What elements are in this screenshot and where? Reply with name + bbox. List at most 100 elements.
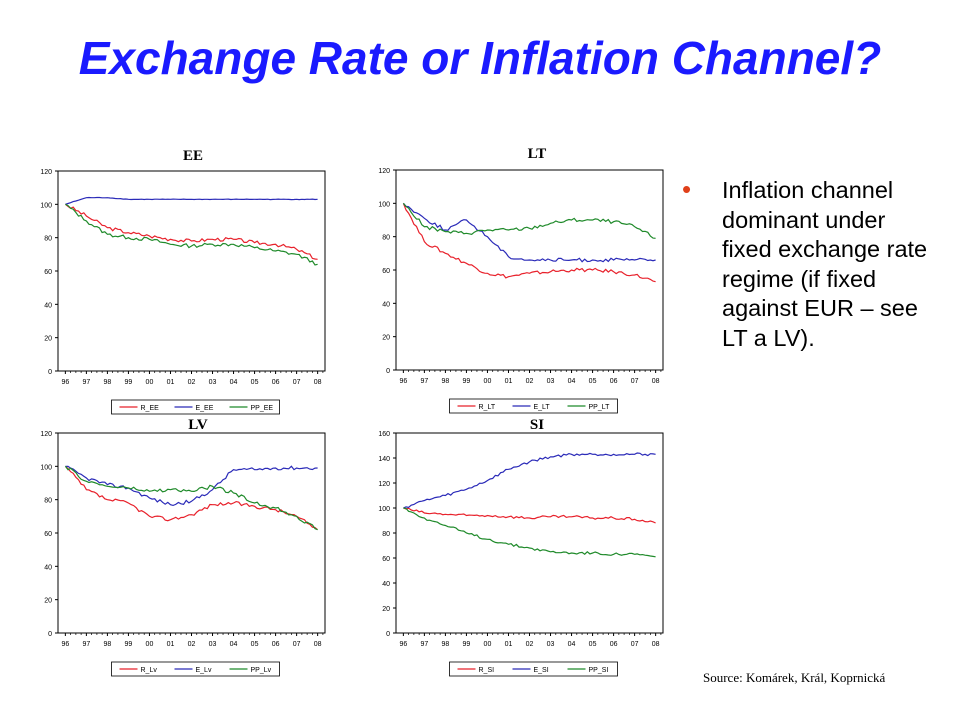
y-tick-label: 80 — [44, 498, 52, 505]
chart-title-lv: LV — [188, 417, 208, 433]
x-tick-label: 04 — [568, 641, 576, 648]
x-tick-label: 00 — [484, 378, 492, 385]
y-tick-label: 160 — [378, 431, 390, 438]
x-tick-label: 06 — [610, 378, 618, 385]
legend-label: E_SI — [534, 667, 549, 674]
x-tick-label: 00 — [484, 641, 492, 648]
x-tick-label: 99 — [463, 641, 471, 648]
legend-box — [449, 661, 618, 677]
y-tick-label: 60 — [44, 269, 52, 276]
y-tick-label: 40 — [382, 581, 390, 588]
legend-label: PP_EE — [251, 405, 274, 412]
y-tick-label: 20 — [44, 336, 52, 343]
chart-title-si: SI — [529, 417, 545, 433]
legend-label: E_LT — [534, 404, 551, 411]
x-tick-label: 02 — [188, 641, 196, 648]
y-tick-label: 120 — [40, 431, 52, 438]
legend-box — [111, 661, 280, 677]
legend-label: E_EE — [196, 405, 214, 412]
x-tick-label: 02 — [188, 379, 196, 386]
x-tick-label: 97 — [420, 378, 428, 385]
x-tick-label: 03 — [547, 378, 555, 385]
series-line-e-ee — [65, 196, 318, 205]
x-tick-label: 03 — [209, 641, 217, 648]
y-tick-label: 100 — [40, 202, 52, 209]
y-tick-label: 0 — [48, 369, 52, 376]
x-tick-label: 97 — [82, 641, 90, 648]
legend-box — [449, 398, 618, 414]
bullet-text: Inflation channel dominant under fixed e… — [722, 177, 928, 351]
x-tick-label: 08 — [652, 641, 660, 648]
series-line-e-lv — [65, 465, 318, 507]
x-tick-label: 04 — [568, 378, 576, 385]
x-tick-label: 98 — [104, 641, 112, 648]
x-tick-label: 96 — [61, 641, 69, 648]
x-tick-label: 96 — [399, 641, 407, 648]
plot-frame — [395, 432, 664, 634]
x-tick-label: 07 — [631, 641, 639, 648]
x-tick-label: 02 — [526, 641, 534, 648]
x-tick-label: 99 — [463, 378, 471, 385]
y-tick-label: 60 — [382, 268, 390, 275]
y-tick-label: 100 — [40, 464, 52, 471]
series-line-r-si — [403, 507, 656, 524]
legend-box — [111, 399, 280, 415]
x-tick-label: 03 — [209, 379, 217, 386]
y-tick-label: 0 — [48, 631, 52, 638]
y-tick-label: 0 — [386, 631, 390, 638]
x-tick-label: 01 — [505, 641, 513, 648]
x-tick-label: 05 — [251, 641, 259, 648]
x-tick-label: 07 — [293, 641, 301, 648]
y-tick-label: 100 — [378, 506, 390, 513]
slide-title: Exchange Rate or Inflation Channel? — [78, 32, 882, 84]
legend-label: R_LT — [479, 404, 496, 411]
x-tick-label: 04 — [230, 379, 238, 386]
y-tick-label: 0 — [386, 368, 390, 375]
y-tick-label: 40 — [44, 564, 52, 571]
x-tick-label: 05 — [589, 378, 597, 385]
series-line-r-lv — [65, 465, 318, 531]
x-tick-label: 08 — [652, 378, 660, 385]
x-tick-label: 06 — [272, 379, 280, 386]
x-tick-label: 03 — [547, 641, 555, 648]
legend-label: R_EE — [141, 405, 160, 412]
chart-title-lt: LT — [527, 146, 547, 162]
x-tick-label: 98 — [104, 379, 112, 386]
y-tick-label: 40 — [44, 302, 52, 309]
source-note: Source: Komárek, Král, Koprnická — [703, 670, 886, 685]
y-tick-label: 60 — [382, 556, 390, 563]
x-tick-label: 99 — [125, 641, 133, 648]
y-tick-label: 20 — [382, 335, 390, 342]
x-tick-label: 97 — [420, 641, 428, 648]
legend-label: R_Lv — [141, 667, 158, 674]
series-line-pp-lt — [402, 202, 656, 239]
y-tick-label: 120 — [40, 169, 52, 176]
y-tick-label: 20 — [44, 598, 52, 605]
x-tick-label: 97 — [82, 379, 90, 386]
y-tick-label: 80 — [44, 236, 52, 243]
y-tick-label: 40 — [382, 301, 390, 308]
x-tick-label: 05 — [251, 379, 259, 386]
series-line-r-ee — [65, 203, 318, 260]
x-tick-label: 98 — [442, 641, 450, 648]
x-tick-label: 06 — [610, 641, 618, 648]
y-tick-label: 120 — [378, 481, 390, 488]
x-tick-label: 08 — [314, 379, 322, 386]
y-tick-label: 80 — [382, 531, 390, 538]
legend-label: PP_SI — [589, 667, 609, 674]
x-tick-label: 99 — [125, 379, 133, 386]
y-tick-label: 100 — [378, 201, 390, 208]
bullet-dot-icon: • — [682, 174, 692, 204]
x-tick-label: 00 — [146, 641, 154, 648]
x-tick-label: 06 — [272, 641, 280, 648]
series-line-pp-ee — [65, 203, 318, 266]
x-tick-label: 98 — [442, 378, 450, 385]
x-tick-label: 08 — [314, 641, 322, 648]
legend-label: PP_Lv — [251, 667, 272, 674]
x-tick-label: 05 — [589, 641, 597, 648]
x-tick-label: 02 — [526, 378, 534, 385]
x-tick-label: 07 — [293, 379, 301, 386]
x-tick-label: 01 — [167, 641, 175, 648]
